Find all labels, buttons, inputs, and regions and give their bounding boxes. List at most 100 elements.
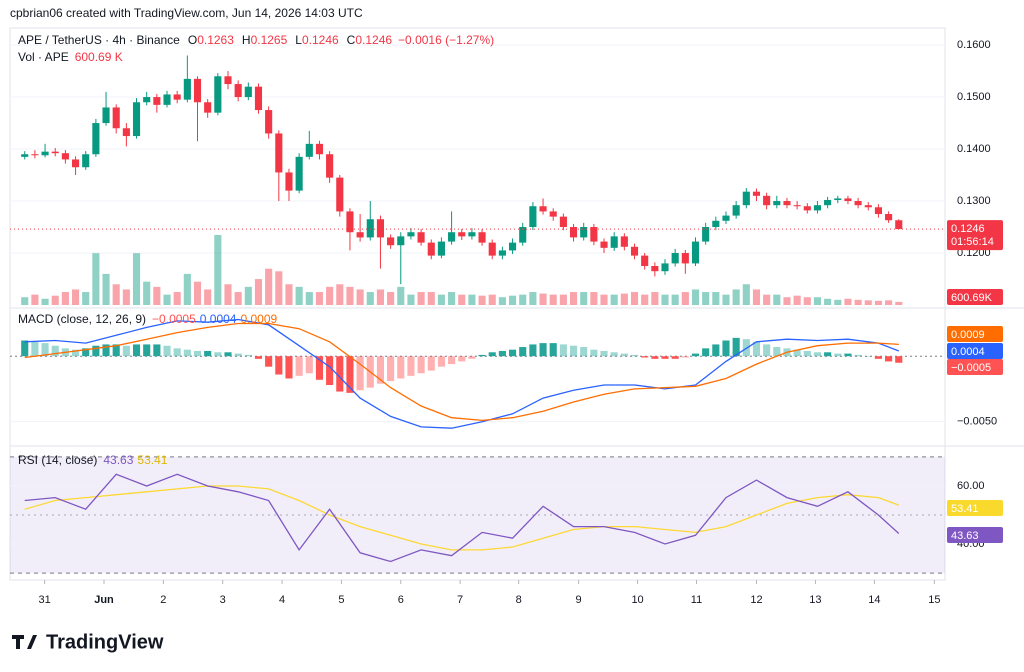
candle-body — [326, 154, 334, 178]
histogram-bar — [112, 344, 120, 357]
histogram-bar — [31, 341, 39, 357]
candle-body — [509, 242, 517, 251]
legend-item: 0.1246 — [302, 33, 339, 47]
candle-body — [813, 205, 822, 211]
x-tick-label: Jun — [94, 594, 114, 606]
candle-body — [183, 78, 191, 100]
volume-bar — [854, 299, 862, 305]
candle-body — [742, 191, 750, 206]
volume-bar — [427, 292, 435, 305]
histogram-bar — [580, 347, 588, 357]
frame — [9, 27, 946, 581]
candle-body — [224, 76, 232, 85]
volume-bar — [244, 286, 252, 305]
histogram-bar — [82, 348, 90, 357]
volume-bar — [51, 295, 59, 305]
histogram-bar — [864, 356, 872, 357]
histogram-bar — [803, 350, 811, 357]
histogram-bar — [691, 353, 700, 357]
x-tick-label: 9 — [576, 594, 582, 606]
candle-body — [214, 76, 222, 113]
candle-body — [549, 211, 557, 217]
x-tick-label: 10 — [631, 594, 643, 606]
volume-bar — [824, 298, 832, 305]
histogram-bar — [275, 356, 283, 375]
candle-body — [844, 198, 852, 202]
volume-bar — [559, 294, 567, 305]
histogram-bar — [71, 349, 80, 357]
histogram-bar — [620, 353, 628, 357]
histogram-bar — [132, 344, 141, 357]
macd-line — [24, 318, 900, 429]
histogram-bar — [214, 352, 222, 357]
candle-body — [437, 241, 445, 256]
candle-body — [641, 255, 649, 267]
signal-line — [24, 322, 899, 422]
rsi-tag-bg — [947, 527, 1003, 543]
candle-body — [244, 86, 252, 98]
histogram-tag-bg — [947, 359, 1003, 375]
candle-body — [803, 206, 811, 211]
histogram-bar — [712, 344, 720, 357]
candle-body — [305, 143, 313, 157]
histogram-bar — [448, 356, 456, 365]
histogram-bar — [752, 341, 761, 357]
volume-bar — [265, 268, 273, 305]
candle-body — [763, 195, 771, 206]
candle-body — [620, 236, 628, 247]
histogram-bar — [204, 350, 212, 357]
candle-body — [834, 198, 842, 200]
histogram-bar — [234, 353, 242, 357]
candle-body — [102, 107, 110, 124]
ma-tag-bg — [947, 500, 1003, 516]
histogram-bar — [874, 356, 882, 359]
candle-body — [488, 242, 496, 256]
legend-value: 43.63 — [103, 453, 133, 467]
histogram-bar — [630, 354, 639, 357]
candle-body — [773, 201, 781, 206]
candle-body — [569, 227, 578, 238]
candle-body — [864, 205, 872, 208]
candle-body — [671, 253, 679, 264]
volume-bar — [763, 294, 771, 305]
x-tick-label: 6 — [398, 594, 404, 606]
candle-body — [712, 220, 720, 228]
volume-bar — [254, 279, 263, 305]
volume-bar — [590, 292, 598, 305]
volume-bar — [610, 294, 618, 305]
volume-bar — [61, 292, 69, 305]
histogram-bar — [895, 356, 903, 363]
volume-bar — [21, 297, 29, 305]
volume-bar — [163, 294, 171, 305]
histogram-bar — [193, 350, 202, 357]
legend-item: 0.1263 — [197, 33, 234, 47]
histogram-bar — [244, 354, 252, 357]
candle-body — [722, 215, 730, 221]
volume-bar — [92, 253, 100, 305]
volume-bar — [193, 281, 202, 305]
volume-bar — [82, 292, 90, 305]
volume-bar — [539, 293, 547, 305]
macd-tag-bg — [947, 343, 1003, 359]
histogram-bar — [732, 337, 740, 357]
volume-bar — [498, 297, 506, 305]
histogram-bar — [153, 344, 161, 357]
price-tag: 0.1246 — [951, 223, 985, 235]
volume-tag: 600.69K — [951, 292, 993, 304]
volume-bar — [712, 292, 720, 305]
volume-bar — [31, 294, 39, 305]
y-tick-label: 60.00 — [957, 480, 985, 492]
x-tick-label: 8 — [516, 594, 522, 606]
histogram-bar — [793, 349, 801, 357]
candle-body — [275, 133, 283, 173]
candle-body — [173, 94, 181, 100]
volume-bar — [620, 293, 628, 305]
candle-body — [874, 207, 882, 215]
volume-bar — [112, 284, 120, 305]
candle-body — [580, 227, 588, 238]
volume-bar — [793, 295, 801, 305]
histogram-bar — [813, 352, 822, 357]
volume-bar — [549, 294, 557, 305]
legend: APE / TetherUS · 4h · Binance O0.1263 H0.1… — [18, 33, 494, 47]
